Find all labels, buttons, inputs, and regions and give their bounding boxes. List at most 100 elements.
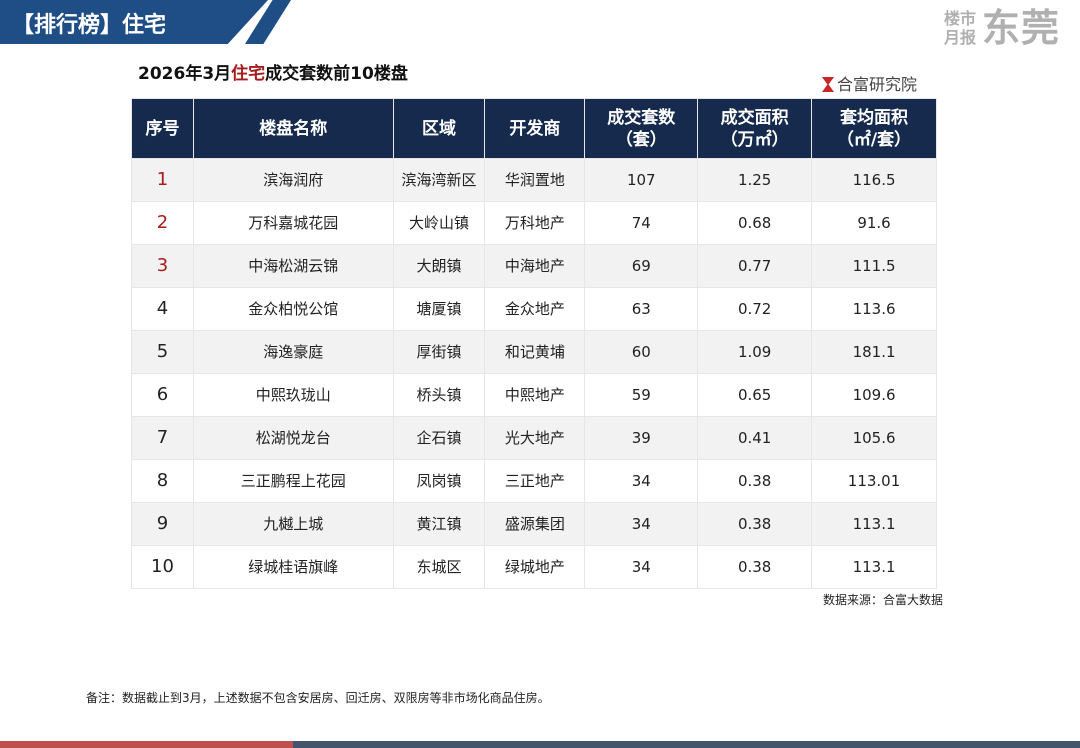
table-cell: 松湖悦龙台 <box>192 416 394 460</box>
table-cell: 113.1 <box>811 545 937 589</box>
table-cell: 黄江镇 <box>392 502 486 546</box>
table-cell: 凤岗镇 <box>392 459 486 503</box>
table-cell: 34 <box>584 502 699 546</box>
brand-name: 合富研究院 <box>837 75 918 94</box>
table-cell: 东城区 <box>392 545 486 589</box>
table-cell: 111.5 <box>811 244 937 288</box>
table-cell: 和记黄埔 <box>484 330 586 374</box>
rank-cell: 4 <box>131 287 194 331</box>
table-cell: 大岭山镇 <box>392 201 486 245</box>
table-cell: 0.72 <box>697 287 813 331</box>
table-row: 7 松湖悦龙台 企石镇 光大地产 39 0.41 105.6 <box>131 416 937 460</box>
table-title: 2026年3月住宅成交套数前10楼盘 <box>138 64 408 84</box>
table-cell: 滨海润府 <box>192 158 394 202</box>
table-cell: 金众地产 <box>484 287 586 331</box>
table-cell: 0.38 <box>697 459 813 503</box>
table-cell: 三正地产 <box>484 459 586 503</box>
title-prefix: 2026年3月 <box>138 64 232 84</box>
table-cell: 113.01 <box>811 459 937 503</box>
rank-cell: 9 <box>131 502 194 546</box>
data-source: 数据来源：合富大数据 <box>822 593 943 607</box>
table-row: 1 滨海润府 滨海湾新区 华润置地 107 1.25 116.5 <box>131 158 937 202</box>
rank-cell: 5 <box>131 330 194 374</box>
table-cell: 光大地产 <box>484 416 586 460</box>
column-header: 区域 <box>392 98 486 159</box>
footer-bar-red <box>0 741 293 748</box>
logo-text-1: 楼市 <box>943 9 976 28</box>
table-cell: 105.6 <box>811 416 937 460</box>
table-row: 3 中海松湖云锦 大朗镇 中海地产 69 0.77 111.5 <box>131 244 937 288</box>
table-cell: 九樾上城 <box>192 502 394 546</box>
rank-cell: 7 <box>131 416 194 460</box>
table-cell: 滨海湾新区 <box>392 158 486 202</box>
rank-cell: 6 <box>131 373 194 417</box>
section-banner: 【排行榜】住宅 <box>0 0 268 44</box>
column-header: 套均面积 （㎡/套） <box>811 98 937 159</box>
brand-label: 合富研究院 <box>822 75 917 94</box>
ranking-table: 序号 楼盘名称 区域 开发商 成交套数 （套） 成交面积 （万㎡） 套均面积 （㎡/套） 1… <box>131 98 937 589</box>
table-cell: 0.65 <box>697 373 813 417</box>
table-cell: 1.09 <box>697 330 813 374</box>
table-cell: 绿城桂语旗峰 <box>192 545 394 589</box>
table-row: 10 绿城桂语旗峰 东城区 绿城地产 34 0.38 113.1 <box>131 545 937 589</box>
table-cell: 113.1 <box>811 502 937 546</box>
table-cell: 1.25 <box>697 158 813 202</box>
table-cell: 0.38 <box>697 502 813 546</box>
table-cell: 113.6 <box>811 287 937 331</box>
table-cell: 107 <box>584 158 699 202</box>
footer-bar-blue <box>293 741 1080 748</box>
table-cell: 厚街镇 <box>392 330 486 374</box>
rank-cell: 3 <box>131 244 194 288</box>
table-cell: 91.6 <box>811 201 937 245</box>
table-cell: 0.68 <box>697 201 813 245</box>
table-cell: 0.38 <box>697 545 813 589</box>
table-cell: 39 <box>584 416 699 460</box>
table-row: 9 九樾上城 黄江镇 盛源集团 34 0.38 113.1 <box>131 502 937 546</box>
table-cell: 59 <box>584 373 699 417</box>
table-cell: 华润置地 <box>484 158 586 202</box>
logo-city: 东莞 <box>981 6 1060 50</box>
table-row: 5 海逸豪庭 厚街镇 和记黄埔 60 1.09 181.1 <box>131 330 937 374</box>
table-cell: 0.77 <box>697 244 813 288</box>
table-row: 2 万科嘉城花园 大岭山镇 万科地产 74 0.68 91.6 <box>131 201 937 245</box>
column-header: 序号 <box>131 98 194 159</box>
rank-cell: 2 <box>131 201 194 245</box>
rank-cell: 10 <box>131 545 194 589</box>
table-cell: 桥头镇 <box>392 373 486 417</box>
table-cell: 74 <box>584 201 699 245</box>
table-cell: 63 <box>584 287 699 331</box>
table-cell: 万科嘉城花园 <box>192 201 394 245</box>
table-row: 4 金众柏悦公馆 塘厦镇 金众地产 63 0.72 113.6 <box>131 287 937 331</box>
table-cell: 109.6 <box>811 373 937 417</box>
table-cell: 0.41 <box>697 416 813 460</box>
column-header: 楼盘名称 <box>192 98 394 159</box>
table-cell: 181.1 <box>811 330 937 374</box>
table-cell: 万科地产 <box>484 201 586 245</box>
table-section: 序号 楼盘名称 区域 开发商 成交套数 （套） 成交面积 （万㎡） 套均面积 （㎡/套） 1… <box>131 98 943 608</box>
table-cell: 大朗镇 <box>392 244 486 288</box>
table-cell: 116.5 <box>811 158 937 202</box>
report-logo: 楼市 月报 东莞 <box>944 6 1060 50</box>
table-cell: 中熙地产 <box>484 373 586 417</box>
column-header: 成交面积 （万㎡） <box>697 98 813 159</box>
table-cell: 中熙玖珑山 <box>192 373 394 417</box>
table-cell: 69 <box>584 244 699 288</box>
rank-cell: 8 <box>131 459 194 503</box>
table-cell: 中海松湖云锦 <box>192 244 394 288</box>
table-cell: 企石镇 <box>392 416 486 460</box>
brand-logo-icon <box>822 77 834 92</box>
table-cell: 34 <box>584 545 699 589</box>
column-header: 成交套数 （套） <box>584 98 699 159</box>
table-cell: 塘厦镇 <box>392 287 486 331</box>
table-cell: 中海地产 <box>484 244 586 288</box>
table-row: 8 三正鹏程上花园 凤岗镇 三正地产 34 0.38 113.01 <box>131 459 937 503</box>
title-highlight: 住宅 <box>231 64 266 84</box>
table-cell: 60 <box>584 330 699 374</box>
logo-text-2: 月报 <box>943 28 976 47</box>
footnote: 备注：数据截止到3月，上述数据不包含安居房、回迁房、双限房等非市场化商品住房。 <box>86 691 550 705</box>
table-cell: 海逸豪庭 <box>192 330 394 374</box>
column-header: 开发商 <box>484 98 586 159</box>
table-cell: 金众柏悦公馆 <box>192 287 394 331</box>
section-title: 【排行榜】住宅 <box>12 13 167 38</box>
table-header-row: 序号 楼盘名称 区域 开发商 成交套数 （套） 成交面积 （万㎡） 套均面积 （㎡/套） <box>131 98 937 159</box>
